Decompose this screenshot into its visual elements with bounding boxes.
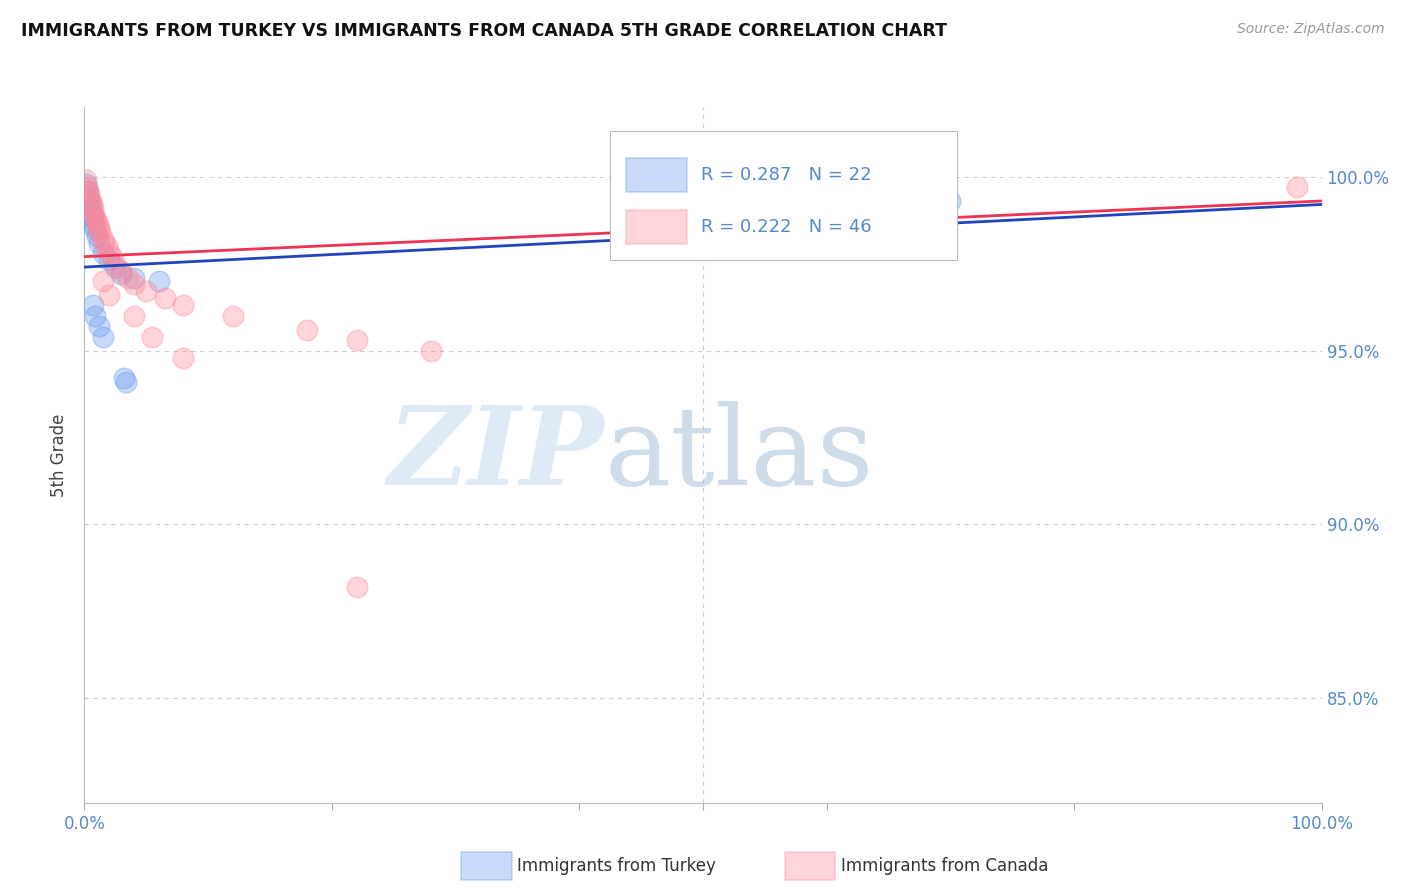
Point (419, 343, 441, 358)
Point (96, 239, 118, 253)
Point (110, 267, 132, 281)
Point (1285, 180, 1308, 194)
Point (83, 208, 105, 222)
Point (98, 288, 121, 302)
Point (172, 298, 194, 312)
Point (148, 274, 170, 288)
Point (172, 351, 194, 365)
FancyBboxPatch shape (610, 131, 956, 260)
Point (79, 201, 101, 215)
Point (82, 298, 104, 312)
Point (89, 235, 111, 250)
Point (100, 250, 122, 264)
Point (82, 211, 104, 226)
Point (135, 285, 157, 299)
Text: R = 0.222   N = 46: R = 0.222 N = 46 (700, 218, 872, 235)
Y-axis label: 5th Grade: 5th Grade (51, 413, 69, 497)
Point (83, 219, 105, 233)
Point (939, 194, 962, 208)
Point (122, 309, 145, 323)
Point (110, 263, 132, 277)
Text: Source: ZipAtlas.com: Source: ZipAtlas.com (1237, 22, 1385, 37)
Point (222, 309, 245, 323)
Point (91, 329, 114, 343)
Point (91, 232, 114, 246)
Point (93, 235, 115, 250)
Point (82, 201, 104, 215)
Point (75, 177, 97, 191)
Point (112, 371, 135, 385)
Text: atlas: atlas (605, 401, 873, 508)
Point (79, 194, 101, 208)
Point (104, 260, 127, 274)
Point (877, 211, 900, 226)
Text: Immigrants from Turkey: Immigrants from Turkey (517, 857, 716, 875)
Point (89, 225, 111, 239)
Point (80, 197, 103, 211)
Text: ZIP: ZIP (388, 401, 605, 508)
Point (91, 274, 114, 288)
Text: IMMIGRANTS FROM TURKEY VS IMMIGRANTS FROM CANADA 5TH GRADE CORRELATION CHART: IMMIGRANTS FROM TURKEY VS IMMIGRANTS FRO… (21, 22, 948, 40)
Point (295, 323, 318, 337)
Point (79, 194, 101, 208)
Point (122, 277, 145, 292)
Point (98, 246, 121, 260)
Point (75, 173, 97, 187)
Point (346, 333, 368, 347)
Point (76, 184, 98, 198)
Point (79, 187, 101, 202)
Point (346, 580, 368, 594)
Point (91, 246, 114, 260)
Point (86, 215, 108, 229)
Point (87, 219, 110, 233)
Text: Immigrants from Canada: Immigrants from Canada (841, 857, 1047, 875)
Point (76, 180, 98, 194)
Point (153, 292, 176, 306)
Point (98, 253, 121, 268)
Point (77, 184, 100, 198)
Point (80, 208, 103, 222)
Point (117, 270, 139, 285)
Point (84, 309, 107, 323)
FancyBboxPatch shape (626, 210, 688, 244)
Point (77, 190, 100, 204)
Point (84, 211, 107, 226)
FancyBboxPatch shape (626, 158, 688, 192)
Point (122, 270, 145, 285)
Point (89, 319, 111, 334)
Point (86, 228, 108, 243)
Text: R = 0.287   N = 22: R = 0.287 N = 22 (700, 166, 872, 184)
Point (115, 375, 138, 389)
Point (104, 257, 127, 271)
Point (84, 222, 107, 236)
Point (141, 329, 163, 343)
Point (89, 222, 111, 236)
